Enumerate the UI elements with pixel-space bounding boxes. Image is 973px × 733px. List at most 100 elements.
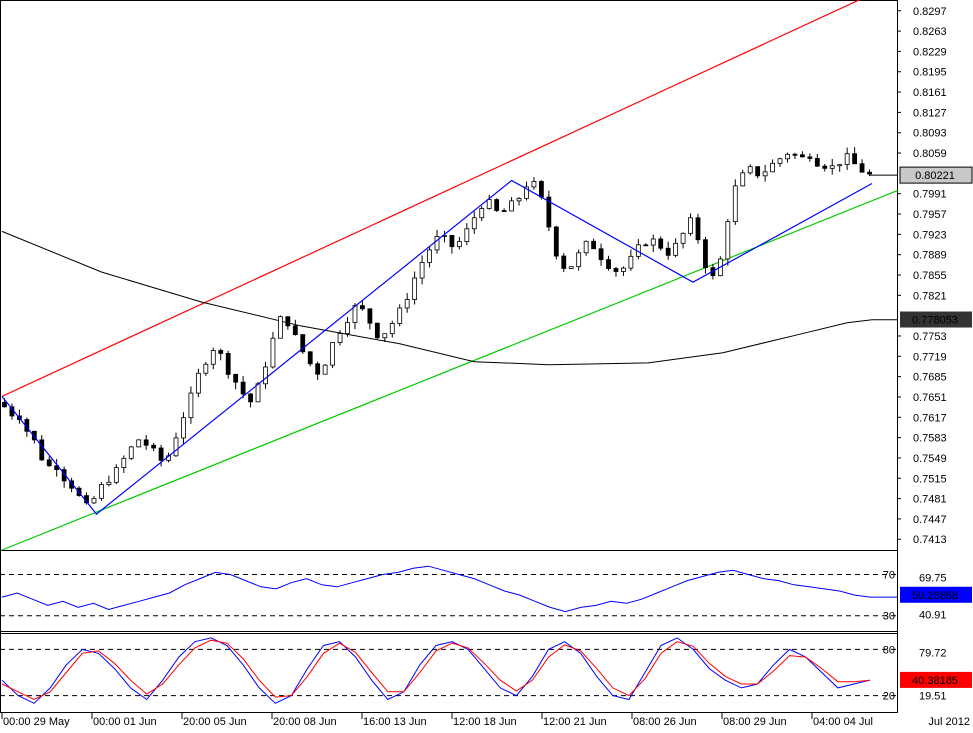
candle-body — [292, 325, 298, 336]
stochastic-level-label: 20 — [883, 691, 895, 703]
candle-body — [195, 372, 201, 394]
candle-body — [829, 165, 835, 169]
stochastic-main-line — [1, 637, 871, 704]
candle-body — [173, 437, 179, 457]
price-tick-label: 0.7651 — [913, 392, 947, 404]
current-price-label: 0.80221 — [915, 170, 955, 182]
candle-body — [568, 266, 574, 269]
candle-body — [456, 241, 462, 248]
candle-body — [158, 447, 164, 461]
candle-body — [31, 430, 37, 441]
price-tick-label: 0.7515 — [913, 473, 947, 485]
candle-body — [867, 171, 872, 175]
candle-body — [46, 459, 52, 467]
price-tick-label: 0.7753 — [913, 331, 947, 343]
candle-body — [285, 316, 291, 327]
candle-body — [188, 392, 194, 419]
price-tick-label: 0.7413 — [913, 534, 947, 546]
candle-body — [270, 337, 276, 368]
candle-body — [360, 305, 365, 310]
candle-body — [233, 373, 239, 383]
candle-body — [471, 217, 477, 230]
price-tick-label: 0.7685 — [913, 372, 947, 384]
stochastic-extra-label: 19.51 — [919, 691, 947, 703]
candle-body — [240, 381, 246, 395]
candle-body — [113, 467, 119, 483]
candle-body — [844, 153, 850, 165]
x-tick-label: 00:00 01 Jun — [93, 716, 157, 728]
candle-body — [479, 208, 485, 219]
x-tick-label: 00:00 29 May — [3, 716, 70, 728]
candle-body — [814, 158, 820, 167]
ma-value-box — [900, 311, 972, 328]
candle-body — [524, 186, 529, 199]
stochastic-signal-line — [1, 639, 871, 701]
candle-body — [128, 446, 134, 459]
candle-body — [218, 350, 224, 354]
price-tick-label: 0.8229 — [913, 46, 947, 58]
candle-body — [650, 238, 656, 246]
price-tick-label: 0.7991 — [913, 189, 947, 201]
candle-body — [419, 262, 425, 279]
candle-body — [673, 242, 679, 256]
rsi-panel-frame — [0, 550, 898, 634]
candle-body — [658, 238, 664, 249]
candle-body — [606, 259, 611, 269]
candle-body — [777, 158, 783, 164]
price-tick-label: 0.8127 — [913, 107, 947, 119]
price-tick-label: 0.7447 — [913, 514, 947, 526]
candle-body — [389, 323, 395, 335]
candle-body — [255, 383, 261, 403]
price-tick-label: 0.7719 — [913, 351, 947, 363]
price-panel-frame — [0, 0, 898, 551]
candle-body — [770, 162, 775, 173]
x-tick-label: 12:00 21 Jun — [543, 716, 607, 728]
stochastic-extra-label: 79.72 — [919, 647, 947, 659]
candle-body — [248, 393, 253, 403]
candle-body — [762, 171, 768, 177]
candle-body — [740, 172, 746, 187]
candle-body — [352, 305, 358, 323]
candle-body — [643, 244, 649, 247]
candle-body — [725, 221, 731, 260]
candle-body — [203, 363, 209, 374]
channel-lower-line — [1, 189, 899, 551]
price-tick-label: 0.7821 — [913, 290, 947, 302]
candle-body — [225, 353, 231, 375]
price-tick-label: 0.7481 — [913, 494, 947, 506]
candle-body — [852, 153, 857, 165]
candle-body — [732, 185, 738, 223]
candle-body — [598, 248, 604, 261]
candle-body — [151, 444, 157, 449]
candle-body — [576, 252, 582, 268]
price-tick-label: 0.8161 — [913, 87, 947, 99]
candle-body — [106, 481, 112, 486]
price-tick-label: 0.7923 — [913, 229, 947, 241]
candle-body — [807, 156, 813, 159]
candle-body — [837, 164, 843, 167]
candle-body — [210, 350, 216, 365]
x-tick-label: 12:00 18 Jun — [453, 716, 517, 728]
price-tick-label: 0.7957 — [913, 209, 947, 221]
price-tick-label: 0.8297 — [913, 6, 947, 18]
price-tick-label: 0.7855 — [913, 270, 947, 282]
rsi-value-label: 50.28858 — [912, 590, 958, 602]
candle-body — [374, 322, 380, 339]
candle-body — [382, 333, 388, 339]
candle-body — [792, 153, 798, 156]
rsi-level-label: 30 — [883, 611, 895, 623]
x-label-right: Jul 2012 — [928, 716, 970, 728]
current-price-box — [899, 166, 973, 184]
candle-body — [628, 255, 634, 269]
candle-body — [345, 322, 350, 334]
candle-body — [703, 239, 708, 269]
candle-body — [39, 439, 45, 461]
stochastic-panel-frame — [0, 631, 898, 713]
price-tick-label: 0.7889 — [913, 250, 947, 262]
x-tick-label: 08:00 26 Jun — [633, 716, 697, 728]
rsi-line — [1, 565, 897, 613]
candle-body — [143, 439, 149, 446]
candle-body — [91, 497, 97, 504]
candle-body — [427, 249, 432, 263]
